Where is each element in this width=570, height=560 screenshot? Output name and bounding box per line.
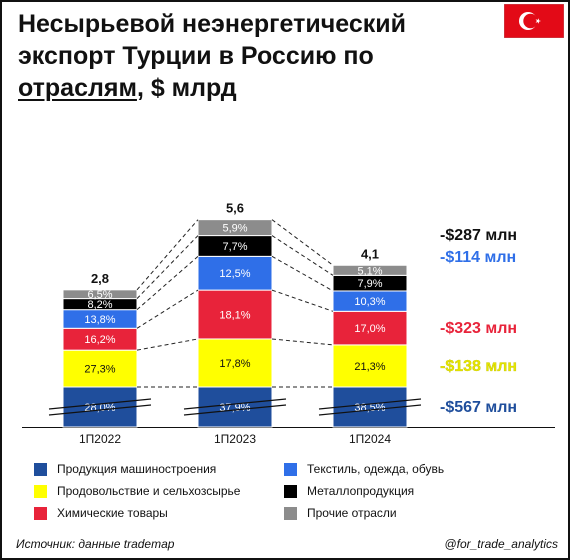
connector-line-0-2 — [136, 289, 199, 329]
bar-химические-товары-2 — [332, 310, 408, 346]
title-underlined-word: отраслям — [18, 74, 137, 102]
bar-продовольствие-и-сельхозсырье-1 — [197, 338, 273, 388]
data-label-прочие-отрасли-0: 6,5% — [87, 289, 112, 301]
connector-line-0-1 — [136, 338, 199, 351]
connector-line-1-1 — [271, 338, 334, 346]
data-label-продовольствие-и-сельхозсырье-1: 17,8% — [219, 358, 250, 370]
legend-swatch — [34, 506, 47, 520]
page-title: Несырьевой неэнергетический экспорт Турц… — [18, 8, 478, 104]
legend-item-прочие-отрасли: Прочие отрасли — [284, 506, 397, 520]
data-label-металлопродукция-2: 7,9% — [357, 278, 382, 290]
legend-swatch — [284, 484, 297, 498]
change-label-продовольствие-и-сельхозсырье: -$138 млн — [440, 358, 517, 375]
connector-line-1-4 — [271, 235, 334, 276]
data-label-химические-товары-1: 18,1% — [219, 310, 250, 322]
axis-break-mark-1-0 — [183, 398, 287, 410]
total-label-1: 5,6 — [226, 201, 244, 216]
data-label-прочие-отрасли-1: 5,9% — [222, 223, 247, 235]
total-label-0: 2,8 — [91, 271, 109, 286]
axis-break-mark-1-1 — [183, 404, 287, 416]
connector-line-1-2 — [271, 289, 334, 312]
legend-label: Продукция машиностроения — [57, 462, 217, 476]
total-label-2: 4,1 — [361, 246, 379, 261]
turkey-flag-icon — [504, 4, 564, 38]
bar-прочие-отрасли-1 — [197, 219, 273, 237]
change-label-текстиль-одежда-обувь: -$114 млн — [440, 249, 516, 266]
bar-химические-товары-1 — [197, 289, 273, 340]
connector-line-0-3 — [136, 255, 199, 311]
bar-прочие-отрасли-2 — [332, 264, 408, 276]
legend-label: Химические товары — [57, 506, 168, 520]
data-label-продовольствие-и-сельхозсырье-0: 27,3% — [84, 364, 115, 376]
legend-item-продукция-машиностроения: Продукция машиностроения — [34, 462, 216, 476]
data-label-прочие-отрасли-2: 5,1% — [357, 265, 382, 277]
data-label-текстиль-одежда-обувь-0: 13,8% — [84, 314, 115, 326]
data-label-химические-товары-2: 17,0% — [354, 323, 385, 335]
source-note: Источник: данные trademap — [16, 537, 175, 551]
data-label-металлопродукция-0: 8,2% — [87, 299, 112, 311]
bar-текстиль-одежда-обувь-1 — [197, 255, 273, 291]
legend-item-металлопродукция: Металлопродукция — [284, 484, 414, 498]
title-tail: , $ млрд — [136, 74, 237, 102]
title-line-2: экспорт Турции в Россию по — [18, 42, 374, 70]
bar-продовольствие-и-сельхозсырье-0 — [62, 349, 138, 388]
legend-item-продовольствие-и-сельхозсырье: Продовольствие и сельхозсырье — [34, 484, 240, 498]
x-tick-label-0: 1П2022 — [79, 432, 121, 446]
change-label-прочие-отрасли: -$287 млн — [440, 227, 517, 244]
change-label-химические-товары: -$323 млн — [440, 320, 517, 337]
change-label-продукция-машиностроения: -$567 млн — [440, 399, 517, 416]
stacked-bar-chart: 28,0%27,3%16,2%13,8%8,2%6,5%1П20222,837,… — [22, 201, 555, 446]
legend-item-химические-товары: Химические товары — [34, 506, 168, 520]
legend-label: Прочие отрасли — [307, 506, 397, 520]
author-handle: @for_trade_analytics — [444, 537, 558, 551]
legend-label: Продовольствие и сельхозсырье — [57, 484, 241, 498]
title-line-1: Несырьевой неэнергетический — [18, 10, 406, 38]
x-tick-label-2: 1П2024 — [349, 432, 391, 446]
data-label-химические-товары-0: 16,2% — [84, 334, 115, 346]
axis-break-mark-2-1 — [318, 404, 422, 416]
legend-label: Текстиль, одежда, обувь — [307, 462, 445, 476]
data-label-металлопродукция-1: 7,7% — [222, 241, 247, 253]
connector-line-0-5 — [136, 219, 199, 291]
connector-line-1-5 — [271, 219, 334, 266]
data-label-продовольствие-и-сельхозсырье-2: 21,3% — [354, 361, 385, 373]
axis-break-mark-0-1 — [48, 404, 152, 416]
legend-item-текстиль-одежда-обувь: Текстиль, одежда, обувь — [284, 462, 444, 476]
connector-line-0-4 — [136, 235, 199, 299]
legend-swatch — [284, 506, 297, 520]
legend-swatch — [34, 484, 47, 498]
axis-break-mark-0-0 — [48, 398, 152, 410]
data-label-текстиль-одежда-обувь-2: 10,3% — [354, 296, 385, 308]
bar-прочие-отрасли-0 — [62, 289, 138, 300]
data-label-текстиль-одежда-обувь-1: 12,5% — [219, 268, 250, 280]
connector-line-1-3 — [271, 255, 334, 292]
legend-label: Металлопродукция — [307, 484, 415, 498]
axis-break-mark-2-0 — [318, 398, 422, 410]
x-tick-label-1: 1П2023 — [214, 432, 256, 446]
legend-swatch — [284, 462, 297, 476]
legend-swatch — [34, 462, 47, 476]
